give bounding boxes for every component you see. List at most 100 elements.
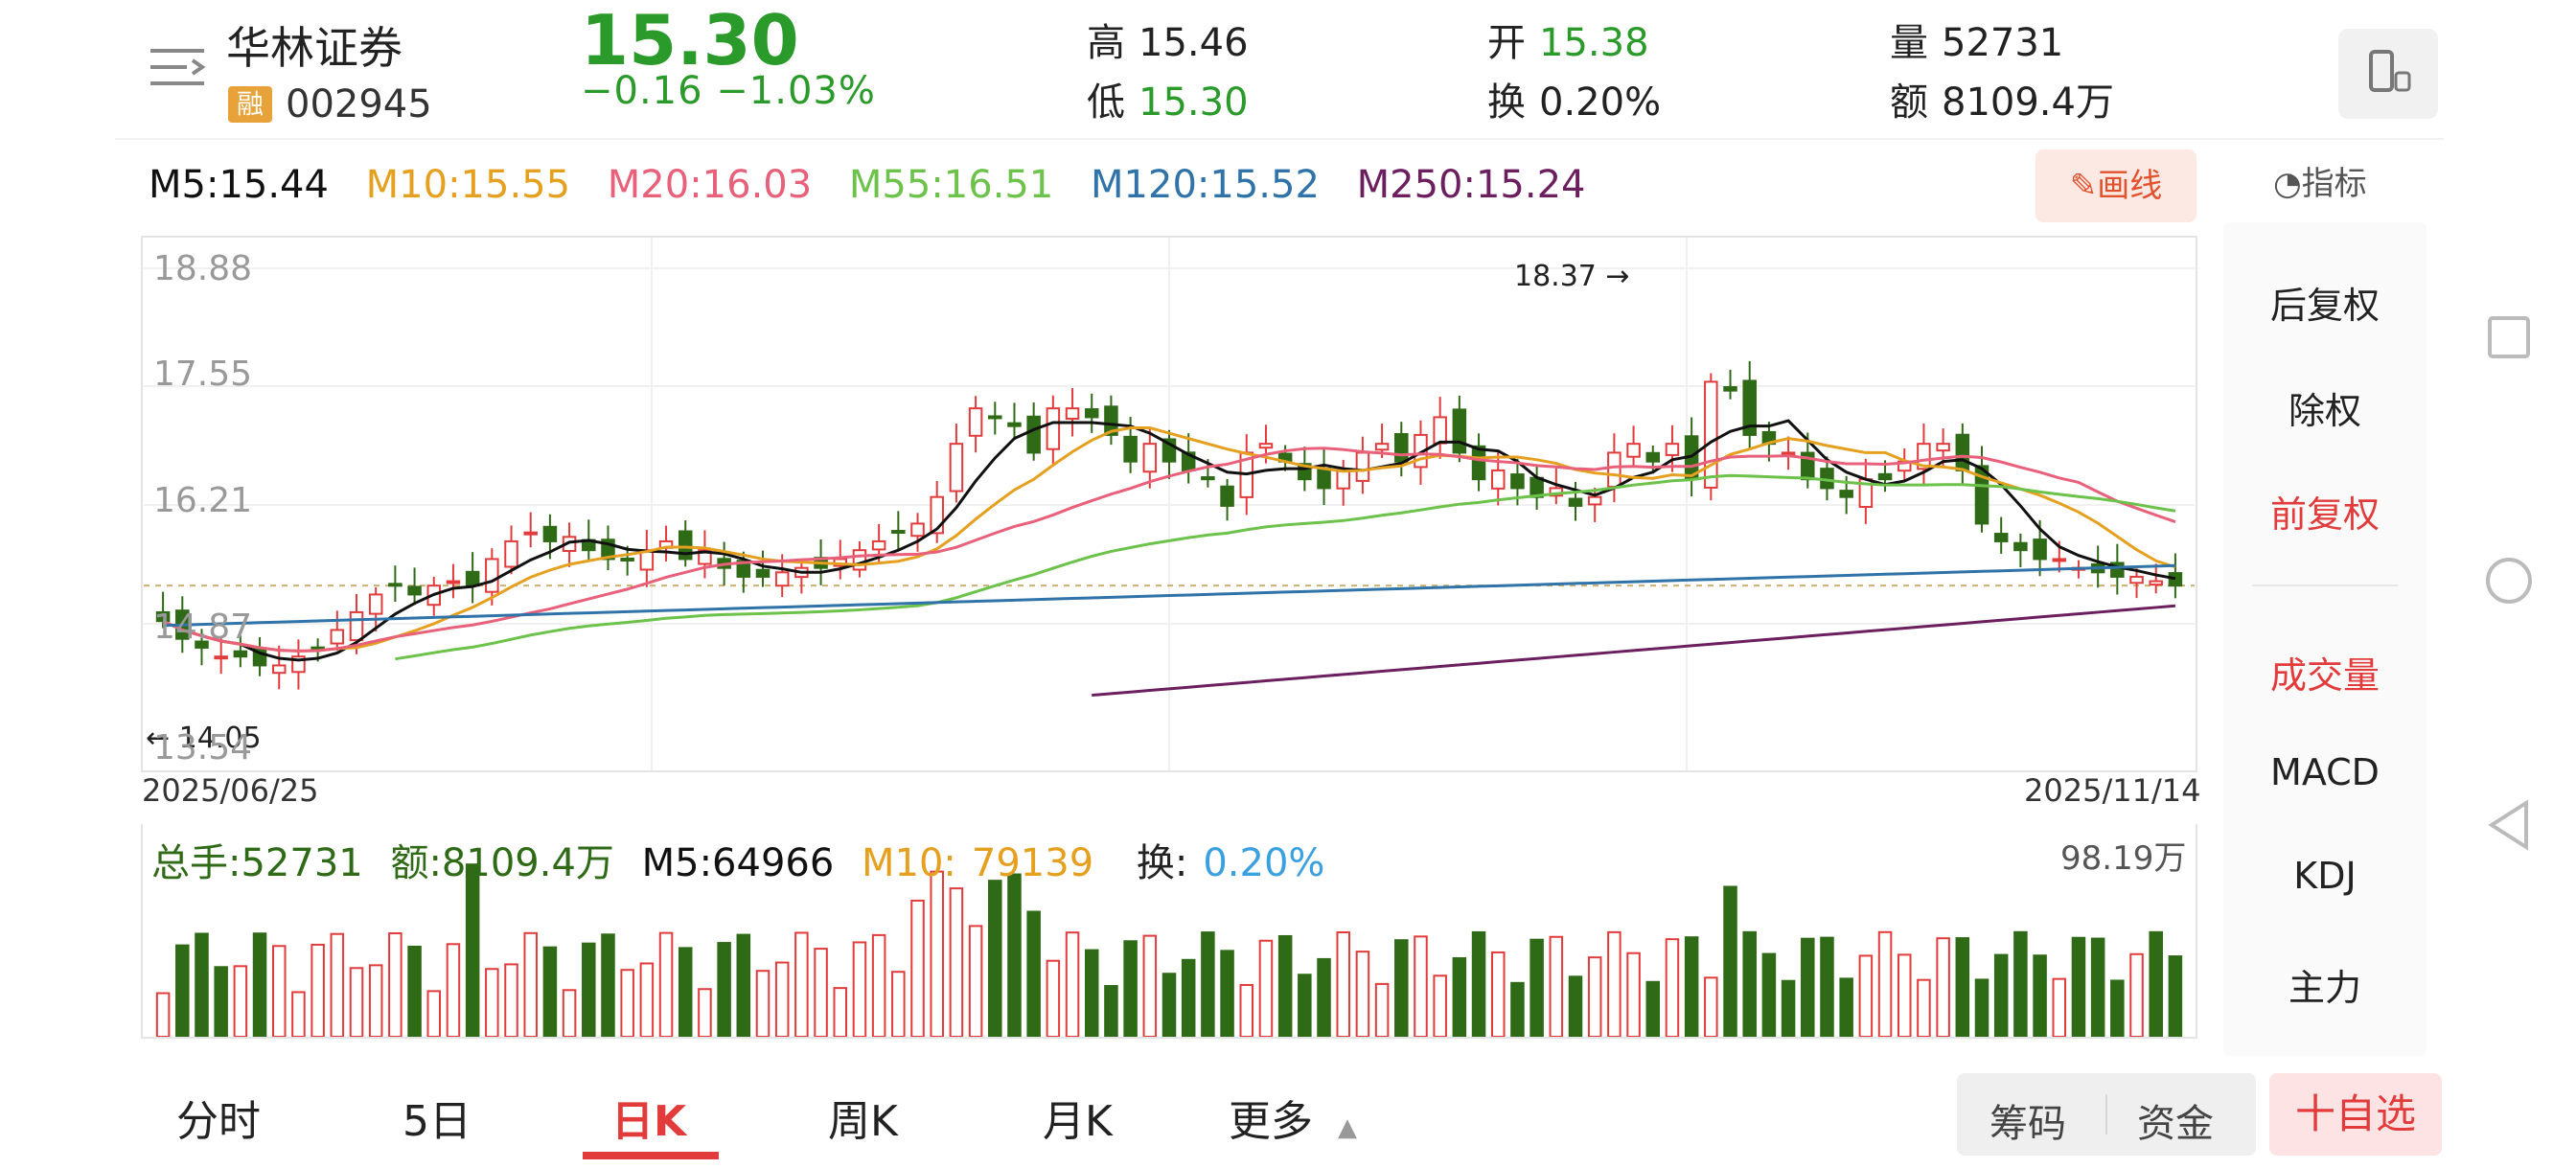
candle-body [1742, 379, 1757, 436]
volume-bar [1839, 977, 1853, 1038]
candle-body [1490, 469, 1506, 490]
candle-body [1374, 443, 1390, 451]
candle-body [504, 539, 518, 568]
panel-divider [2252, 584, 2398, 586]
volume-bar [1993, 953, 2009, 1038]
turnover-quote: 换 0.20% [1487, 71, 1661, 126]
high-label: 高 [1087, 21, 1125, 65]
landscape-toggle-button[interactable] [2338, 29, 2438, 119]
volume-bar [1123, 940, 1138, 1038]
menu-icon[interactable] [149, 43, 206, 91]
candle-body [2013, 541, 2028, 552]
option-volume[interactable]: 成交量 [2269, 654, 2380, 697]
candle-body [891, 530, 906, 535]
home-icon[interactable] [2486, 558, 2532, 604]
vol-turnover-value: 0.20% [1203, 841, 1325, 885]
caret-up-icon: ▲ [1338, 1113, 1357, 1142]
candle-body [949, 443, 964, 493]
candle-body [1142, 443, 1158, 473]
ma250-label: M250:15.24 [1356, 163, 1586, 207]
recents-icon[interactable] [2488, 316, 2530, 358]
candle-body [1220, 485, 1234, 507]
volume-bar [814, 948, 828, 1038]
stock-name[interactable]: 华林证券 [226, 22, 402, 74]
y-tick-label: 18.88 [153, 249, 253, 288]
volume-bar [426, 990, 442, 1038]
option-back-adjusted[interactable]: 后复权 [2269, 285, 2380, 327]
option-ex-rights[interactable]: 除权 [2288, 390, 2361, 432]
candle-body [1317, 468, 1331, 490]
volume-bar [1530, 938, 1544, 1038]
tab-daily-k[interactable]: 日K [611, 1097, 687, 1146]
candle-body [968, 407, 983, 437]
low-label: 低 [1087, 80, 1125, 125]
candle-body [523, 531, 538, 536]
ma5-label: M5:15.44 [149, 163, 329, 207]
candle-body [871, 539, 886, 551]
vol-turnover-label: 换: [1136, 841, 1188, 885]
system-nav-icons [2486, 316, 2532, 851]
ma5-line [162, 419, 2176, 662]
tab-more[interactable]: 更多 ▲ [1229, 1087, 1357, 1148]
option-kdj[interactable]: KDJ [2293, 855, 2357, 897]
header-divider [115, 138, 2444, 140]
volume-bar [1162, 973, 1177, 1038]
candle-body [1046, 407, 1061, 450]
low-value: 15.30 [1138, 80, 1249, 125]
tab-monthly-k[interactable]: 月K [1043, 1097, 1113, 1146]
ma250-line [1092, 604, 2176, 698]
candle-body [407, 585, 422, 596]
candle-body [620, 557, 634, 562]
volume-bar [1761, 952, 1777, 1038]
volume-bar [871, 933, 886, 1038]
draw-line-button[interactable]: ✎画线 [2036, 149, 2196, 222]
candle-body [349, 610, 364, 642]
volume-bar [794, 931, 809, 1038]
candle-body [1471, 445, 1486, 481]
option-main-force[interactable]: 主力 [2288, 967, 2361, 1009]
candle-body [1936, 443, 1950, 452]
volume-bar [891, 971, 906, 1038]
candle-body [1568, 497, 1583, 507]
low-quote: 低 15.30 [1087, 71, 1249, 126]
phone-landscape-icon [2369, 50, 2411, 92]
candle-body [1007, 422, 1022, 427]
zijin-button[interactable]: 资金 [2137, 1102, 2214, 1146]
open-label: 开 [1487, 21, 1526, 65]
candle-body [233, 650, 248, 658]
candle-body [1355, 451, 1370, 482]
volume-max-label: 98.19万 [2060, 839, 2187, 878]
option-macd[interactable]: MACD [2270, 751, 2380, 793]
volume-bar [1355, 951, 1370, 1038]
candle-body [214, 655, 228, 660]
candle-body [736, 560, 751, 578]
vol-m10-label: M10: [862, 841, 956, 885]
high-value: 15.46 [1138, 21, 1249, 65]
candle-body [1645, 451, 1661, 463]
tab-intraday[interactable]: 分时 [176, 1097, 261, 1146]
volume-chart-frame[interactable] [141, 824, 2197, 1039]
add-watchlist-button[interactable]: 十自选 [2269, 1073, 2442, 1156]
candle-body [1723, 386, 1737, 392]
tab-5day[interactable]: 5日 [402, 1097, 472, 1146]
kline-chart-frame[interactable] [141, 236, 2197, 772]
volume-bar [2071, 936, 2086, 1038]
volume-bar [175, 944, 190, 1038]
volume-bar [1394, 939, 1409, 1038]
volume-bar [1801, 937, 1815, 1038]
tab-more-label: 更多 [1229, 1097, 1313, 1146]
candle-body [1974, 465, 1990, 525]
option-forward-adjusted[interactable]: 前复权 [2269, 493, 2380, 536]
tab-weekly-k[interactable]: 周K [828, 1097, 898, 1146]
volume-bar [1684, 936, 1699, 1038]
back-icon[interactable] [2488, 799, 2528, 851]
candle-body [2033, 539, 2047, 561]
chouma-button[interactable]: 筹码 [1990, 1102, 2066, 1146]
active-tab-indicator [583, 1152, 719, 1159]
indicator-button[interactable]: ◔指标 [2273, 157, 2367, 204]
volume-bar [774, 961, 790, 1038]
candle-body [1452, 408, 1467, 454]
volume-label: 量 [1890, 21, 1928, 65]
volume-bar [1433, 974, 1447, 1038]
candle-body [1065, 407, 1080, 421]
